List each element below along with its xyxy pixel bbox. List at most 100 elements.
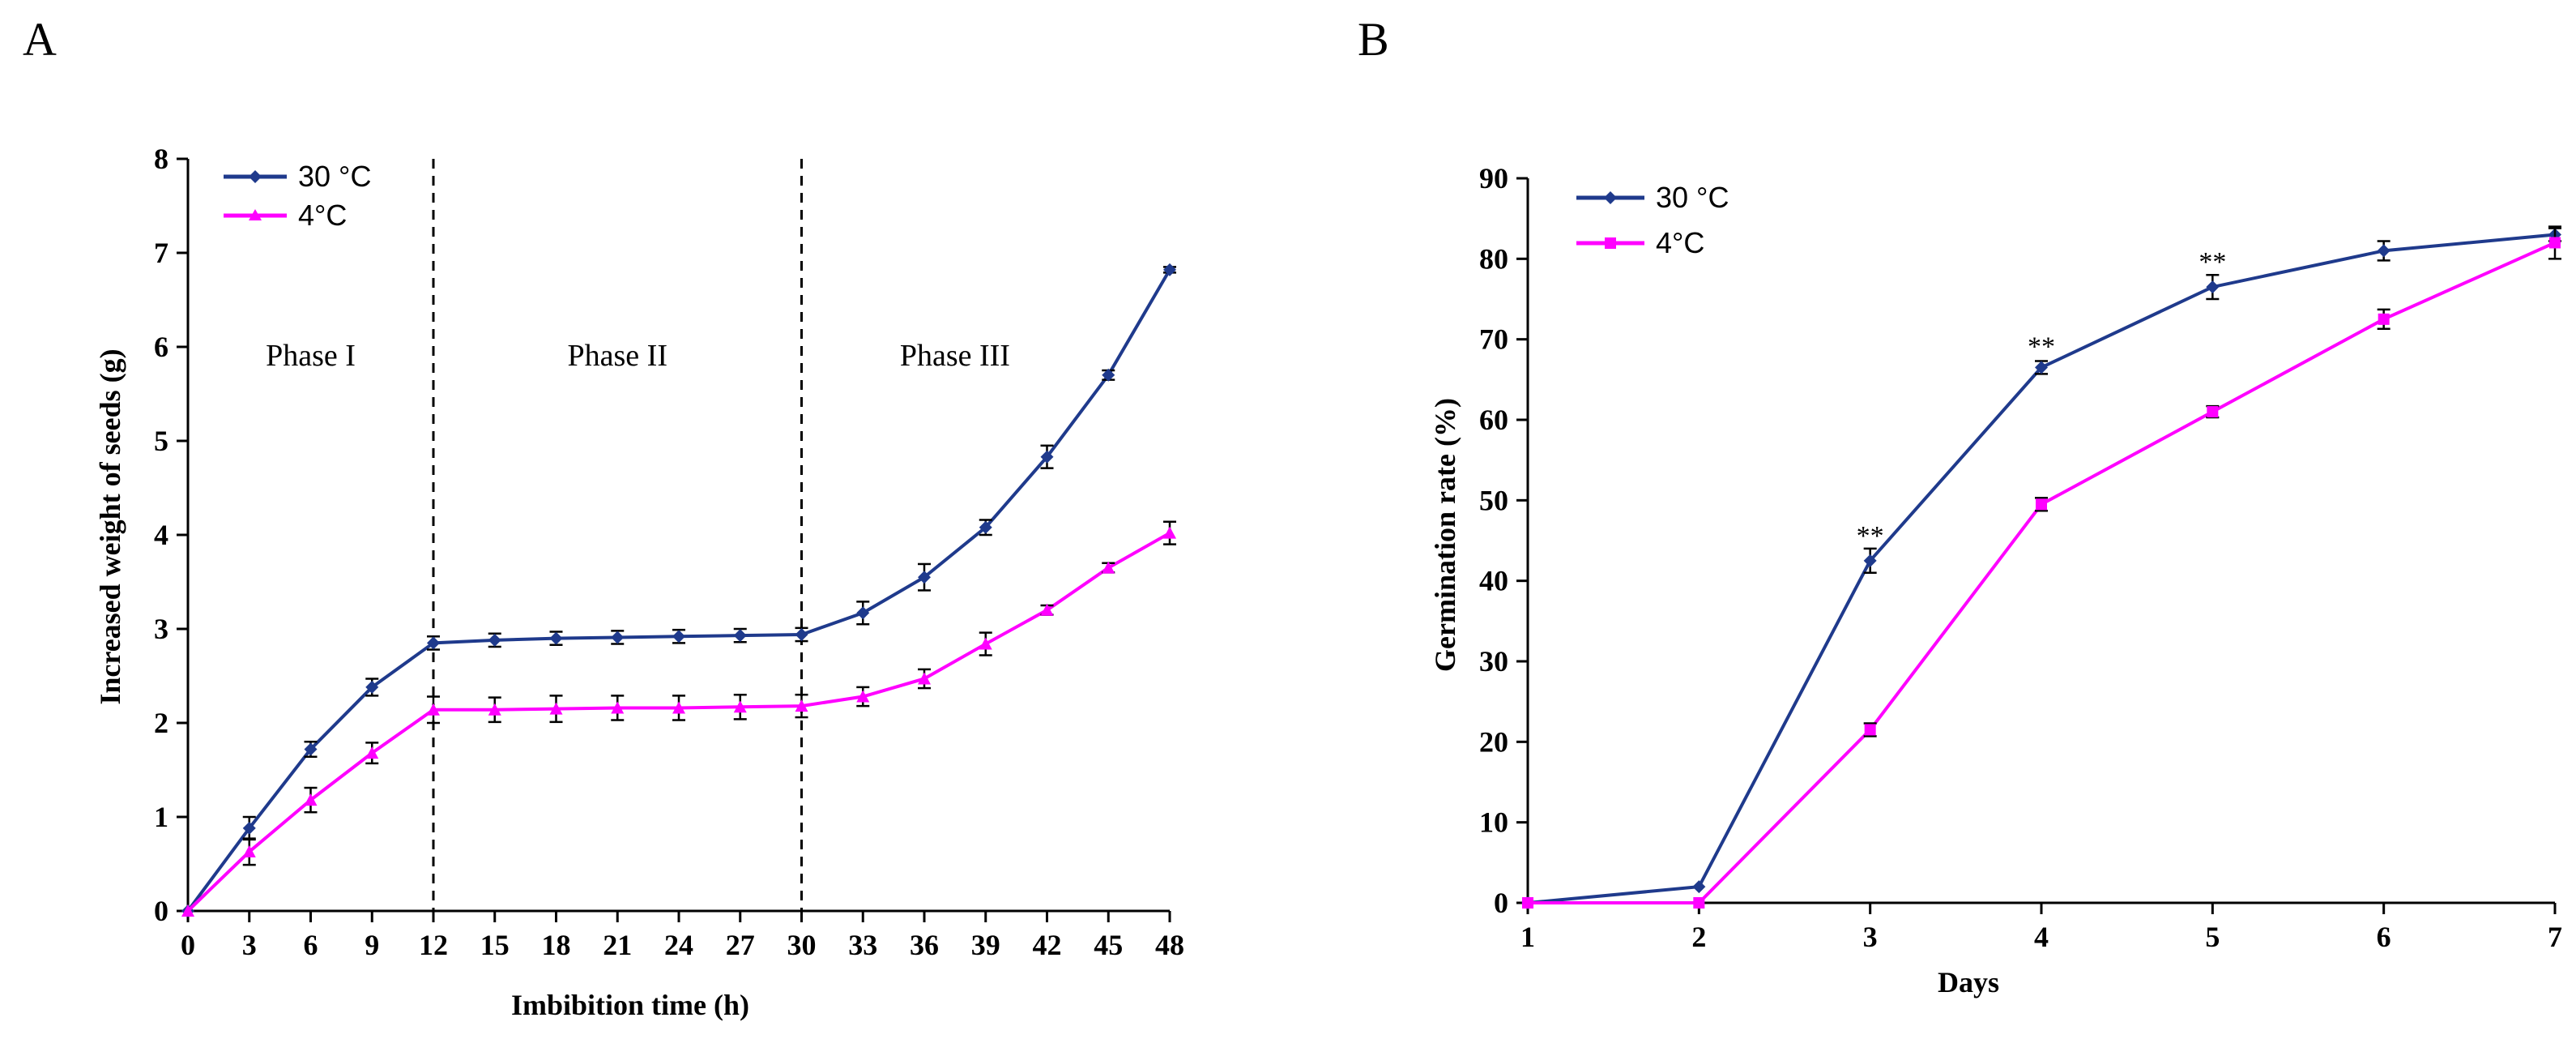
y-tick-label-a-1: 1 (154, 801, 168, 833)
data-point-30c-a-4 (427, 636, 440, 650)
y-tick-label-b-0: 0 (1494, 887, 1508, 919)
data-point-4c-a-15 (1102, 561, 1115, 574)
data-point-30c-a-1 (242, 821, 256, 835)
data-point-4c-b-6 (2549, 237, 2561, 249)
data-point-4c-b-4 (2207, 406, 2219, 418)
panel-label-b: B (1358, 13, 1389, 66)
x-tick-label-b-6: 7 (2548, 921, 2562, 953)
legend-a: 30 °C 4°C (224, 160, 371, 232)
x-tick-label-a-3: 9 (365, 929, 379, 961)
y-ticks-b: 0 10 20 30 40 50 60 70 80 90 (1479, 162, 1528, 919)
axes-a (186, 159, 1170, 913)
x-tick-label-b-1: 2 (1691, 921, 1706, 953)
phase-dividers-a (432, 159, 803, 911)
y-tick-label-b-6: 60 (1479, 404, 1508, 436)
data-point-30c-a-6 (549, 631, 563, 645)
x-tick-label-a-10: 30 (787, 929, 817, 961)
legend-marker-4c-a (249, 209, 262, 220)
y-tick-label-b-4: 40 (1479, 565, 1508, 597)
data-point-4c-a-4 (427, 703, 440, 716)
data-point-30c-b-1 (1692, 880, 1706, 894)
x-tick-label-a-12: 36 (910, 929, 939, 961)
legend-b: 30 °C 4°C (1576, 181, 1729, 259)
y-tick-label-b-5: 50 (1479, 484, 1508, 516)
y-tick-label-b-9: 90 (1479, 162, 1508, 195)
x-tick-label-a-16: 48 (1155, 929, 1184, 961)
x-tick-label-a-0: 0 (181, 929, 195, 961)
data-point-30c-a-10 (795, 627, 808, 641)
data-point-30c-b-3 (2035, 361, 2048, 374)
significance-mark-b-1: ** (2028, 332, 2055, 362)
data-point-30c-a-15 (1102, 368, 1115, 382)
data-point-30c-a-14 (1040, 450, 1054, 464)
data-point-4c-a-12 (918, 672, 931, 685)
y-tick-label-a-7: 7 (154, 237, 168, 269)
x-ticks-b: 1 2 3 4 5 6 7 (1520, 903, 2562, 953)
x-axis-title-b: Days (1938, 966, 1999, 998)
phase-label-a-1: Phase II (568, 339, 667, 373)
x-tick-label-b-5: 6 (2377, 921, 2391, 953)
y-tick-label-b-2: 20 (1479, 725, 1508, 758)
y-tick-label-a-6: 6 (154, 331, 168, 363)
data-point-4c-a-13 (979, 637, 992, 650)
x-tick-label-a-8: 24 (664, 929, 693, 961)
y-tick-label-a-2: 2 (154, 707, 168, 739)
x-tick-label-a-1: 3 (242, 929, 257, 961)
x-tick-label-a-6: 18 (542, 929, 571, 961)
data-point-30c-a-12 (918, 571, 931, 584)
data-point-4c-a-8 (672, 701, 685, 714)
data-point-4c-b-3 (2036, 498, 2047, 511)
y-tick-label-b-7: 70 (1479, 323, 1508, 356)
x-tick-label-a-13: 39 (971, 929, 1000, 961)
x-axis-title-a: Imbibition time (h) (511, 989, 749, 1021)
chart-panel-b: B Germination rate (%) Days 0 10 20 30 40 50 6… (1358, 13, 2562, 998)
data-point-30c-a-3 (365, 680, 379, 694)
significance-mark-b-2: ** (2199, 247, 2226, 277)
y-tick-label-b-3: 30 (1479, 645, 1508, 678)
legend-label-30c-a: 30 °C (298, 160, 371, 193)
data-point-4c-a-11 (856, 690, 870, 703)
series-a (181, 263, 1176, 917)
y-axis-title-b: Germination rate (%) (1429, 398, 1461, 672)
data-point-4c-a-14 (1040, 603, 1054, 616)
x-tick-label-a-5: 15 (480, 929, 510, 961)
x-tick-label-a-11: 33 (848, 929, 877, 961)
data-point-4c-a-16 (1163, 526, 1176, 539)
x-tick-label-a-2: 6 (304, 929, 318, 961)
panel-label-a: A (23, 13, 57, 66)
data-point-4c-a-6 (549, 702, 563, 715)
data-point-30c-a-2 (304, 742, 318, 756)
data-point-4c-a-9 (733, 700, 747, 713)
series-line-4c-a (186, 531, 1171, 913)
chart-panel-a: A Increased weight of seeds (g) Imbibiti… (23, 13, 1184, 1021)
legend-label-4c-b: 4°C (1656, 226, 1704, 259)
data-point-4c-a-2 (304, 793, 318, 806)
data-point-4c-b-5 (2378, 313, 2390, 325)
legend-marker-4c-b (1605, 237, 1616, 249)
data-point-30c-b-2 (1863, 554, 1877, 567)
significance-mark-b-0: ** (1857, 521, 1884, 551)
x-tick-label-b-3: 4 (2034, 921, 2049, 953)
legend-label-4c-a: 4°C (298, 199, 347, 232)
legend-marker-30c-b (1604, 191, 1617, 204)
data-point-4c-a-3 (365, 746, 379, 759)
phase-label-a-2: Phase III (900, 339, 1010, 373)
data-point-30c-b-5 (2377, 244, 2390, 258)
series-b (1521, 225, 2561, 909)
x-ticks-a: 0 3 6 9 12 15 18 21 24 27 30 33 36 39 42 45 48 (181, 911, 1184, 961)
data-point-30c-a-13 (979, 520, 992, 534)
data-point-4c-a-5 (488, 703, 501, 716)
x-tick-label-a-14: 42 (1033, 929, 1062, 961)
x-tick-label-b-4: 5 (2205, 921, 2220, 953)
y-tick-label-b-8: 80 (1479, 242, 1508, 275)
data-point-4c-a-10 (795, 699, 808, 712)
significance-marks-b: ** ** ** (1857, 247, 2227, 551)
y-tick-label-a-5: 5 (154, 425, 168, 457)
phase-labels-a: Phase I Phase II Phase III (266, 339, 1010, 373)
data-point-30c-b-4 (2206, 280, 2220, 294)
axes-b (1526, 178, 2555, 904)
data-point-30c-a-9 (733, 629, 747, 643)
data-point-30c-a-11 (856, 606, 870, 620)
legend-label-30c-b: 30 °C (1656, 181, 1729, 214)
